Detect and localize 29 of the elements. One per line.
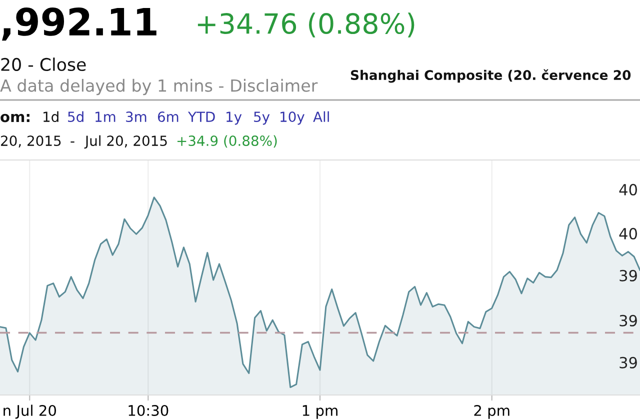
text: 20 - Close bbox=[1, 58, 86, 72]
annotation: 39 bbox=[620, 270, 637, 282]
text: Jul 20, 2015 bbox=[84, 135, 167, 149]
text: Shanghai Composite (20. července 20 bbox=[350, 69, 631, 83]
text: All bbox=[313, 111, 329, 122]
annotation: 39 bbox=[620, 356, 637, 368]
text: - bbox=[70, 141, 74, 143]
text: 40 bbox=[619, 184, 637, 196]
text: 5y bbox=[254, 112, 270, 125]
text: om: bbox=[0, 114, 30, 122]
text: A data delayed by 1 mins - Disclaimer bbox=[0, 78, 318, 96]
x-tick-label: 10:30 bbox=[128, 404, 168, 416]
text: +34.9 (0.88%) bbox=[177, 135, 277, 148]
text: 1d bbox=[44, 111, 58, 122]
chart-title: ,992.11 bbox=[2, 8, 156, 41]
chart-subtitle: +34.76 (0.88%) bbox=[198, 12, 414, 38]
text: 5d bbox=[68, 111, 84, 122]
annotation: 39 bbox=[620, 314, 637, 326]
text: 10y bbox=[280, 112, 304, 125]
x-tick-label: 2 pm bbox=[474, 404, 510, 419]
text: YTD bbox=[188, 112, 215, 122]
x-tick-label: n Jul 20 bbox=[4, 404, 56, 419]
annotation: 40 bbox=[619, 228, 637, 240]
text: 3m bbox=[126, 112, 146, 122]
text: 6m bbox=[158, 112, 178, 122]
x-tick-label: 1 pm bbox=[302, 405, 338, 419]
text: 20, 2015 bbox=[1, 136, 61, 148]
text: 1y bbox=[226, 112, 242, 125]
text: 1m bbox=[96, 112, 116, 122]
